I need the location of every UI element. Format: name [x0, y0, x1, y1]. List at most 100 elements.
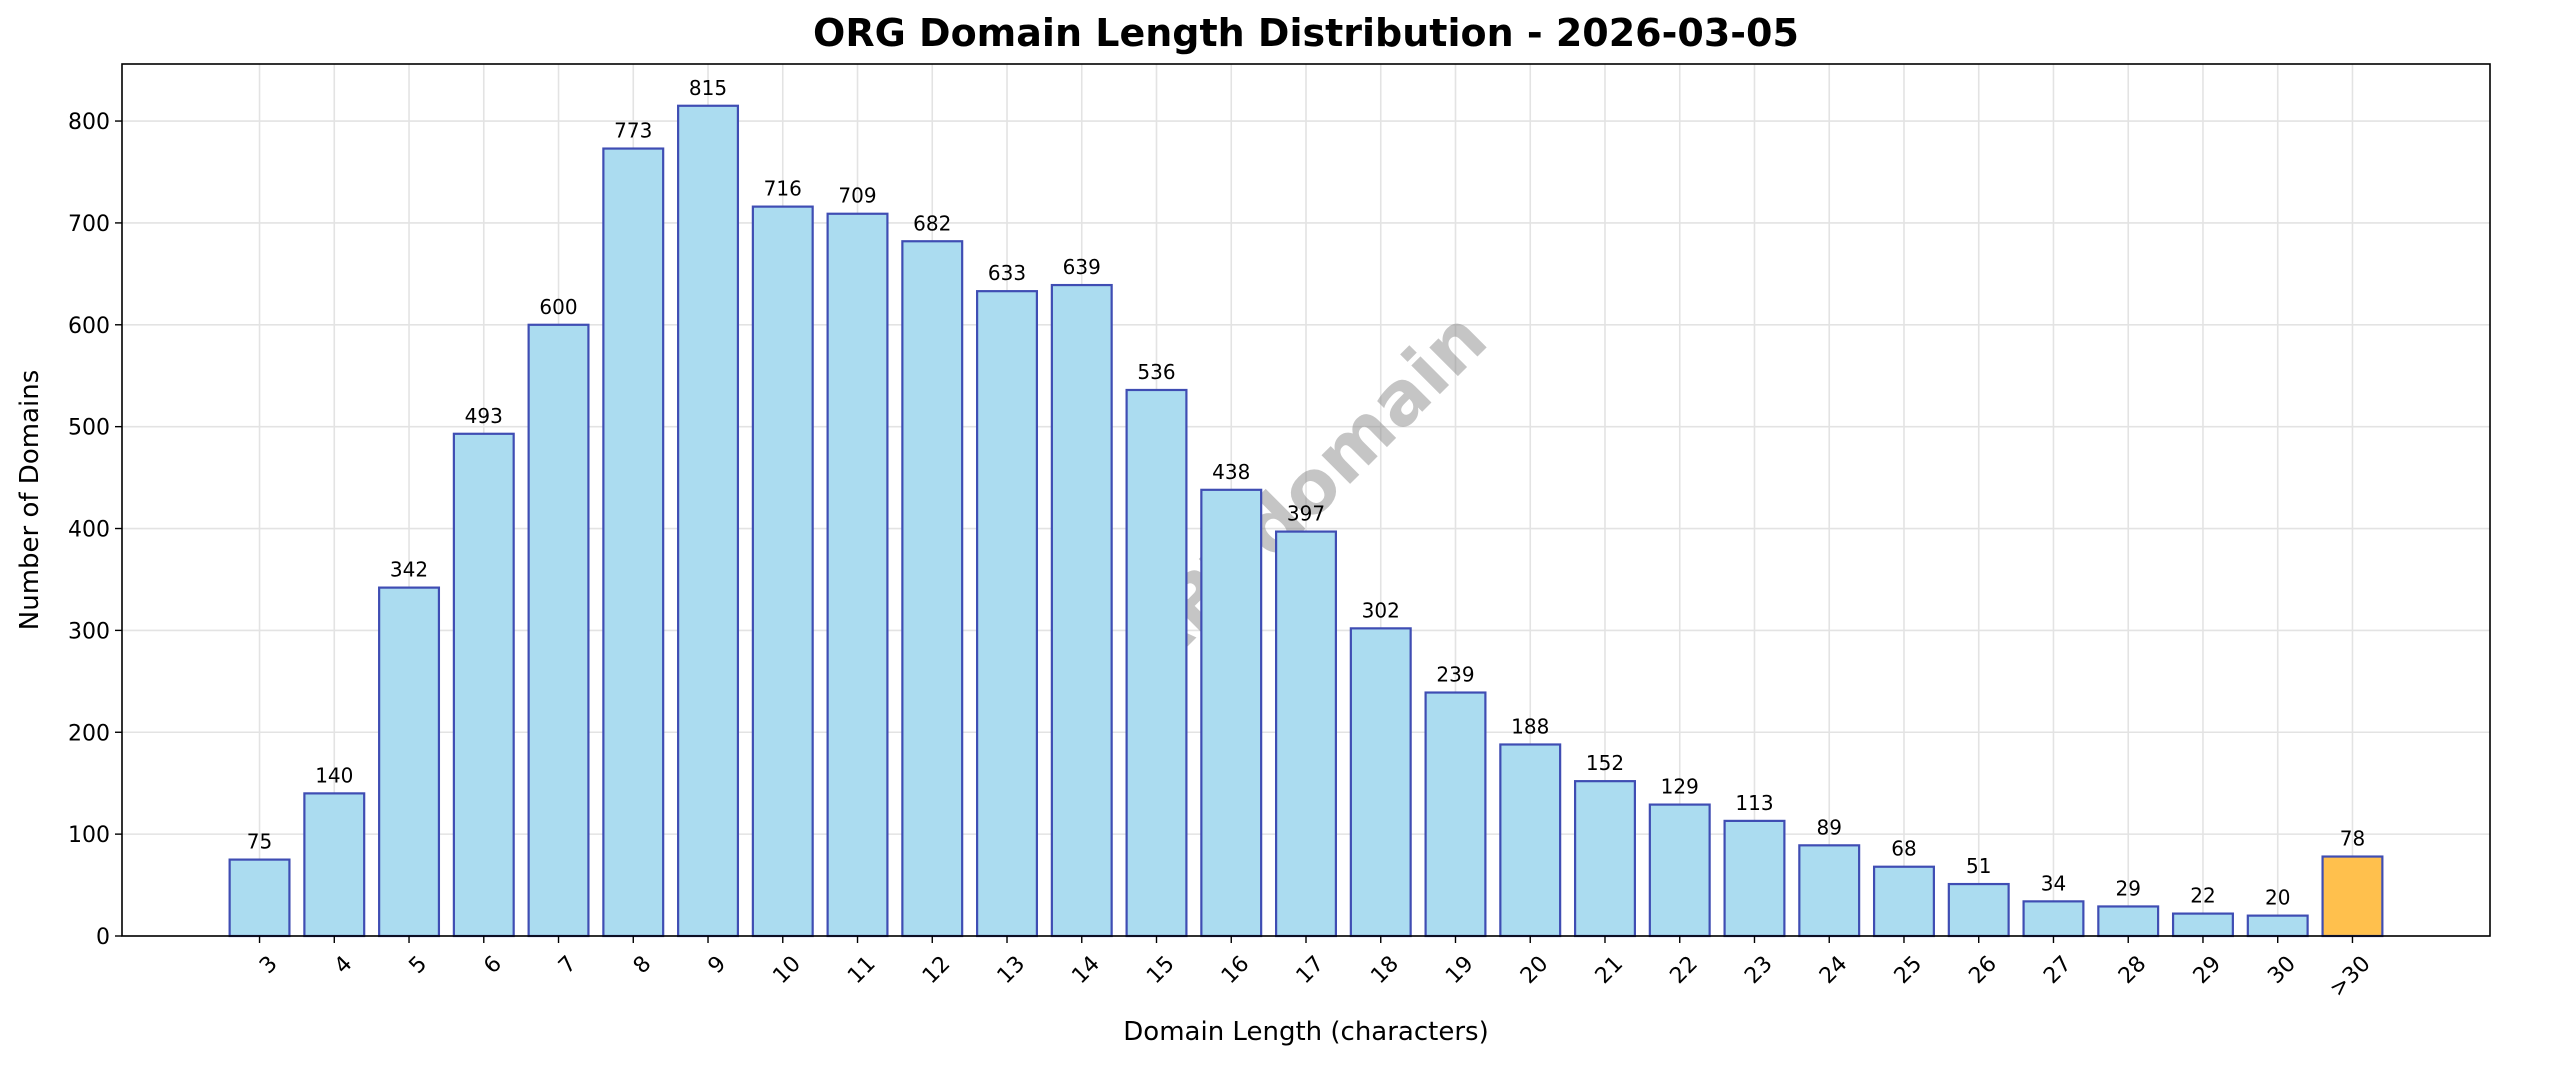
- bar-10: [751, 205, 814, 938]
- x-axis-ticks: 3 4 5 6 7 8 9 10 11 12 13 14 15 16 17 18 19 20 21 22 23 24 25 2…: [255, 936, 2376, 1002]
- x-tick-label: 14: [1067, 951, 1104, 988]
- data-label-30: 20: [2265, 886, 2290, 910]
- data-label-8: 773: [614, 119, 652, 143]
- bars: [228, 104, 2384, 938]
- data-label-13: 633: [988, 261, 1026, 285]
- bar-22: [1648, 803, 1711, 938]
- data-label-12: 682: [913, 211, 951, 235]
- data-label-27: 34: [2041, 871, 2066, 895]
- data-label-26: 51: [1966, 854, 1991, 878]
- bar->30: [2321, 855, 2384, 938]
- data-label-9: 815: [689, 76, 727, 100]
- bar-23: [1723, 819, 1786, 938]
- x-tick-label: 15: [1142, 951, 1179, 988]
- x-tick-label: 12: [918, 951, 955, 988]
- data-label-16: 438: [1212, 460, 1250, 484]
- bar-24: [1798, 844, 1861, 938]
- x-tick-label: 29: [2189, 951, 2226, 988]
- bar-16: [1200, 488, 1263, 938]
- x-axis-label: Domain Length (characters): [1123, 1017, 1488, 1047]
- y-tick-label: 400: [68, 518, 110, 543]
- bar-20: [1499, 743, 1562, 938]
- y-axis-ticks: 0 100 200 300 400 500 600 700 800: [68, 110, 122, 950]
- x-tick-label: 24: [1815, 951, 1852, 988]
- data-label-19: 239: [1436, 663, 1474, 687]
- data-label-11: 709: [838, 184, 876, 208]
- y-tick-label: 300: [68, 619, 110, 644]
- data-label-28: 29: [2115, 876, 2140, 900]
- x-tick-label: >30: [2325, 951, 2376, 1002]
- x-tick-label: 11: [843, 951, 880, 988]
- data-label-10: 716: [764, 177, 802, 201]
- y-tick-label: 800: [68, 110, 110, 135]
- x-tick-label: 8: [629, 951, 657, 979]
- data-label-5: 342: [390, 558, 428, 582]
- bar-14: [1050, 283, 1113, 938]
- chart-title: ORG Domain Length Distribution - 2026-03…: [813, 11, 1799, 55]
- bar-28: [2097, 905, 2160, 938]
- x-tick-label: 28: [2114, 951, 2151, 988]
- bar-29: [2171, 912, 2234, 938]
- x-tick-label: 9: [704, 951, 732, 979]
- data-label-21: 152: [1586, 751, 1624, 775]
- y-tick-label: 100: [68, 823, 110, 848]
- data-label-18: 302: [1362, 598, 1400, 622]
- x-tick-label: 5: [405, 951, 433, 979]
- data-label-17: 397: [1287, 502, 1325, 526]
- bar-25: [1872, 865, 1935, 938]
- bar-12: [901, 240, 964, 938]
- x-tick-label: 26: [1964, 951, 2001, 988]
- bar-4: [303, 792, 366, 938]
- data-label-22: 129: [1661, 775, 1699, 799]
- bar-6: [452, 432, 515, 938]
- x-tick-label: 17: [1292, 951, 1329, 988]
- data-label-25: 68: [1891, 837, 1916, 861]
- x-tick-label: 13: [993, 951, 1030, 988]
- x-tick-label: 7: [554, 951, 582, 979]
- x-tick-label: 4: [330, 951, 358, 979]
- y-axis-label: Number of Domains: [15, 370, 45, 630]
- x-tick-label: 19: [1441, 951, 1478, 988]
- data-label-24: 89: [1817, 815, 1842, 839]
- bar-19: [1424, 691, 1487, 938]
- bar-9: [677, 104, 740, 938]
- x-tick-label: 6: [479, 951, 507, 979]
- data-label-7: 600: [539, 295, 577, 319]
- x-tick-label: 25: [1890, 951, 1927, 988]
- x-tick-label: 27: [2039, 951, 2076, 988]
- data-label-23: 113: [1735, 791, 1773, 815]
- y-tick-label: 500: [68, 416, 110, 441]
- data-label-20: 188: [1511, 714, 1549, 738]
- x-tick-label: 10: [768, 951, 805, 988]
- data-label-15: 536: [1137, 360, 1175, 384]
- x-tick-label: 30: [2263, 951, 2300, 988]
- y-tick-label: 200: [68, 721, 110, 746]
- x-tick-label: 3: [255, 951, 283, 979]
- bar-3: [228, 858, 291, 938]
- bar-13: [976, 290, 1039, 938]
- bar-8: [602, 147, 665, 938]
- x-tick-label: 22: [1665, 951, 1702, 988]
- bar-15: [1125, 388, 1188, 938]
- bar-26: [1947, 882, 2010, 938]
- bar-21: [1573, 780, 1636, 938]
- y-tick-label: 600: [68, 314, 110, 339]
- bar-7: [527, 323, 590, 938]
- bar-17: [1275, 530, 1337, 938]
- data-label-3: 75: [247, 830, 272, 854]
- data-labels: 75 140 342 493 600 773 815 716 709 682 633 639 536 43…: [247, 76, 2365, 910]
- bar-5: [378, 586, 441, 938]
- bar-18: [1349, 627, 1412, 938]
- x-tick-label: 21: [1591, 951, 1628, 988]
- y-tick-label: 700: [68, 212, 110, 237]
- x-tick-label: 16: [1217, 951, 1254, 988]
- x-tick-label: 20: [1516, 951, 1553, 988]
- x-tick-label: 18: [1366, 951, 1403, 988]
- bar-11: [826, 212, 889, 938]
- y-tick-label: 0: [96, 925, 110, 950]
- x-tick-label: 23: [1740, 951, 1777, 988]
- data-label-14: 639: [1063, 255, 1101, 279]
- bar-30: [2246, 914, 2309, 938]
- data-label-29: 22: [2190, 884, 2215, 908]
